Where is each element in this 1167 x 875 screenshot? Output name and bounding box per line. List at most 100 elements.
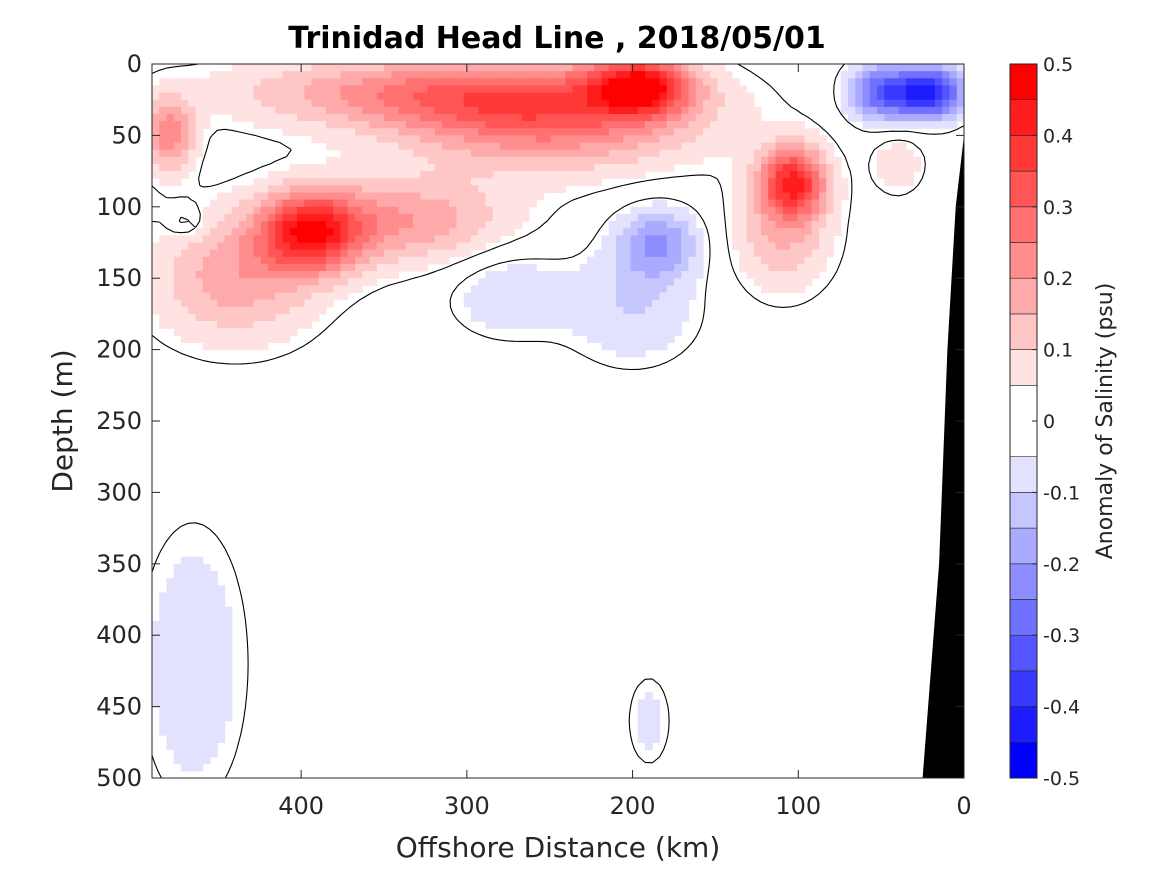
anomaly-cell — [514, 292, 523, 301]
anomaly-cell — [188, 585, 197, 593]
anomaly-cell — [753, 171, 762, 179]
anomaly-cell — [688, 271, 697, 279]
anomaly-cell — [862, 85, 871, 94]
anomaly-cell — [703, 106, 711, 115]
anomaly-cell — [645, 149, 653, 158]
anomaly-cell — [159, 313, 168, 322]
anomaly-cell — [572, 178, 581, 186]
anomaly-cell — [282, 313, 291, 322]
anomaly-cell — [862, 113, 871, 122]
anomaly-cell — [550, 171, 559, 179]
anomaly-cell — [703, 92, 711, 101]
anomaly-cell — [790, 249, 798, 258]
anomaly-cell — [413, 106, 421, 115]
anomaly-cell — [761, 171, 769, 179]
anomaly-cell — [318, 292, 327, 301]
anomaly-cell — [246, 299, 255, 308]
anomaly-cell — [761, 249, 769, 258]
anomaly-cell — [217, 99, 226, 108]
anomaly-cell — [688, 278, 697, 286]
anomaly-cell — [768, 256, 777, 265]
anomaly-cell — [782, 285, 791, 294]
anomaly-cell — [173, 599, 182, 608]
anomaly-cell — [181, 749, 189, 758]
anomaly-cell — [202, 85, 211, 94]
anomaly-cell — [463, 192, 472, 201]
anomaly-cell — [260, 285, 269, 294]
anomaly-cell — [782, 135, 791, 144]
anomaly-cell — [282, 185, 291, 194]
anomaly-cell — [217, 306, 226, 315]
anomaly-cell — [601, 135, 610, 144]
anomaly-cell — [224, 192, 233, 201]
anomaly-cell — [173, 620, 182, 629]
anomaly-cell — [572, 78, 581, 87]
anomaly-cell — [608, 235, 617, 244]
anomaly-cell — [449, 163, 458, 172]
anomaly-cell — [587, 271, 595, 279]
anomaly-cell — [898, 85, 907, 94]
anomaly-cell — [304, 256, 313, 265]
anomaly-cell — [761, 228, 769, 236]
anomaly-cell — [688, 128, 697, 136]
anomaly-cell — [608, 78, 617, 87]
anomaly-cell — [181, 670, 189, 679]
anomaly-cell — [543, 64, 552, 72]
anomaly-cell — [558, 92, 566, 101]
anomaly-cell — [224, 713, 233, 722]
anomaly-cell — [152, 685, 160, 693]
anomaly-cell — [616, 263, 624, 272]
anomaly-cell — [637, 249, 646, 258]
anomaly-cell — [906, 156, 914, 165]
anomaly-cell — [195, 249, 204, 258]
anomaly-cell — [579, 92, 588, 101]
anomaly-cell — [289, 113, 298, 122]
anomaly-cell — [811, 163, 820, 172]
anomaly-cell — [884, 149, 893, 158]
anomaly-cell — [384, 228, 392, 236]
anomaly-cell — [521, 71, 530, 79]
anomaly-cell — [181, 328, 189, 336]
anomaly-cell — [514, 64, 523, 72]
anomaly-cell — [782, 178, 791, 186]
anomaly-cell — [630, 299, 639, 308]
anomaly-cell — [311, 306, 320, 315]
anomaly-cell — [340, 192, 349, 201]
anomaly-cell — [391, 242, 400, 251]
anomaly-cell — [405, 128, 414, 136]
anomaly-cell — [173, 285, 182, 294]
anomaly-cell — [790, 192, 798, 201]
anomaly-cell — [579, 163, 588, 172]
anomaly-cell — [913, 99, 922, 108]
anomaly-cell — [224, 99, 233, 108]
anomaly-cell — [413, 99, 421, 108]
anomaly-cell — [514, 321, 523, 329]
anomaly-cell — [927, 85, 936, 94]
anomaly-cell — [695, 71, 704, 79]
anomaly-cell — [173, 142, 182, 151]
anomaly-cell — [275, 171, 284, 179]
anomaly-cell — [166, 742, 175, 751]
anomaly-cell — [413, 228, 421, 236]
anomaly-cell — [927, 71, 936, 79]
anomaly-cell — [456, 156, 465, 165]
anomaly-cell — [608, 342, 617, 351]
anomaly-cell — [848, 92, 856, 101]
anomaly-cell — [340, 271, 349, 279]
anomaly-cell — [210, 99, 218, 108]
anomaly-cell — [173, 85, 182, 94]
anomaly-cell — [456, 213, 465, 222]
anomaly-cell — [181, 642, 189, 651]
anomaly-cell — [166, 685, 175, 693]
anomaly-cell — [630, 71, 639, 79]
anomaly-cell — [637, 278, 646, 286]
anomaly-cell — [362, 242, 371, 251]
anomaly-cell — [260, 99, 269, 108]
anomaly-cell — [188, 149, 197, 158]
anomaly-cell — [536, 278, 545, 286]
anomaly-cell — [442, 135, 450, 144]
anomaly-cell — [587, 149, 595, 158]
anomaly-cell — [413, 249, 421, 258]
anomaly-cell — [790, 121, 798, 129]
anomaly-cell — [369, 156, 378, 165]
